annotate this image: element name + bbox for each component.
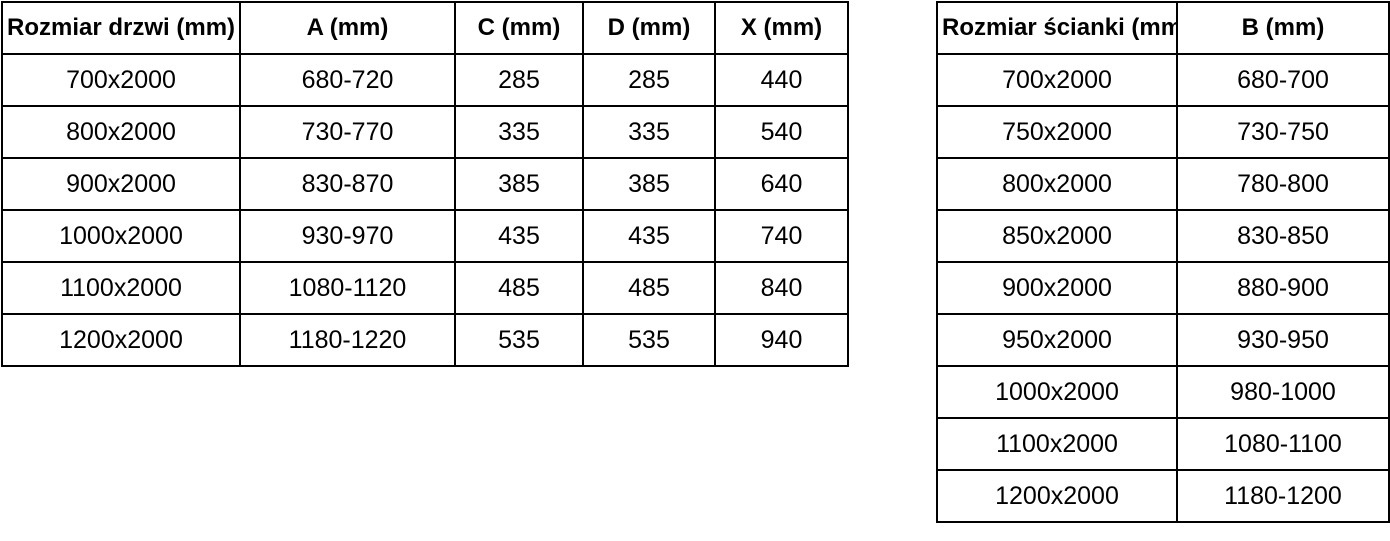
column-header: A (mm) <box>239 1 456 55</box>
column-header: Rozmiar drzwi (mm) <box>1 1 241 55</box>
table-cell: 1200x2000 <box>936 469 1178 523</box>
table-row: 1200x2000 1180-1200 <box>936 469 1390 523</box>
table-cell: 485 <box>582 261 716 315</box>
table-cell: 1100x2000 <box>1 261 241 315</box>
door-table-body: 700x2000 680-720 285 285 440 800x2000 730-770 3… <box>1 53 849 367</box>
table-cell: 800x2000 <box>936 157 1178 211</box>
table-cell: 930-950 <box>1176 313 1390 367</box>
header-row: Rozmiar drzwi (mm) A (mm) C (mm) D (mm) X (m… <box>1 1 849 55</box>
table-cell: 535 <box>582 313 716 367</box>
table-cell: 680-720 <box>239 53 456 107</box>
table-cell: 740 <box>714 209 849 263</box>
table-cell: 485 <box>454 261 584 315</box>
table-cell: 385 <box>454 157 584 211</box>
table-cell: 700x2000 <box>936 53 1178 107</box>
table-row: 950x2000 930-950 <box>936 313 1390 367</box>
table-cell: 1100x2000 <box>936 417 1178 471</box>
table-cell: 1180-1200 <box>1176 469 1390 523</box>
table-row: 1200x2000 1180-1220 535 535 940 <box>1 313 849 367</box>
table-cell: 850x2000 <box>936 209 1178 263</box>
table-cell: 335 <box>454 105 584 159</box>
table-cell: 285 <box>454 53 584 107</box>
table-cell: 900x2000 <box>936 261 1178 315</box>
table-cell: 730-770 <box>239 105 456 159</box>
table-cell: 830-870 <box>239 157 456 211</box>
table-row: 1100x2000 1080-1100 <box>936 417 1390 471</box>
column-header: X (mm) <box>714 1 849 55</box>
column-header: Rozmiar ścianki (mm) <box>936 1 1178 55</box>
table-row: 900x2000 880-900 <box>936 261 1390 315</box>
table-row: 750x2000 730-750 <box>936 105 1390 159</box>
table-cell: 1080-1120 <box>239 261 456 315</box>
table-cell: 1000x2000 <box>936 365 1178 419</box>
table-row: 1000x2000 930-970 435 435 740 <box>1 209 849 263</box>
table-cell: 880-900 <box>1176 261 1390 315</box>
table-row: 1000x2000 980-1000 <box>936 365 1390 419</box>
wall-panel-dimensions-table: Rozmiar ścianki (mm) B (mm) 700x2000 680-7… <box>936 1 1390 523</box>
table-cell: 1000x2000 <box>1 209 241 263</box>
table-cell: 385 <box>582 157 716 211</box>
table-cell: 750x2000 <box>936 105 1178 159</box>
table-row: 1100x2000 1080-1120 485 485 840 <box>1 261 849 315</box>
column-header: C (mm) <box>454 1 584 55</box>
table-cell: 435 <box>582 209 716 263</box>
table-cell: 780-800 <box>1176 157 1390 211</box>
table-cell: 840 <box>714 261 849 315</box>
column-header: B (mm) <box>1176 1 1390 55</box>
table-cell: 535 <box>454 313 584 367</box>
table-cell: 1080-1100 <box>1176 417 1390 471</box>
header-row: Rozmiar ścianki (mm) B (mm) <box>936 1 1390 55</box>
table-cell: 950x2000 <box>936 313 1178 367</box>
table-cell: 730-750 <box>1176 105 1390 159</box>
table-cell: 680-700 <box>1176 53 1390 107</box>
table-cell: 800x2000 <box>1 105 241 159</box>
table-row: 700x2000 680-720 285 285 440 <box>1 53 849 107</box>
table-cell: 1200x2000 <box>1 313 241 367</box>
column-header: D (mm) <box>582 1 716 55</box>
door-dimensions-table: Rozmiar drzwi (mm) A (mm) C (mm) D (mm) X (m… <box>1 1 849 367</box>
table-row: 850x2000 830-850 <box>936 209 1390 263</box>
table-cell: 540 <box>714 105 849 159</box>
table-row: 900x2000 830-870 385 385 640 <box>1 157 849 211</box>
table-cell: 335 <box>582 105 716 159</box>
table-cell: 930-970 <box>239 209 456 263</box>
table-cell: 900x2000 <box>1 157 241 211</box>
table-row: 800x2000 730-770 335 335 540 <box>1 105 849 159</box>
table-cell: 1180-1220 <box>239 313 456 367</box>
table-cell: 700x2000 <box>1 53 241 107</box>
table-row: 700x2000 680-700 <box>936 53 1390 107</box>
table-cell: 285 <box>582 53 716 107</box>
table-cell: 640 <box>714 157 849 211</box>
table-cell: 435 <box>454 209 584 263</box>
table-cell: 830-850 <box>1176 209 1390 263</box>
table-cell: 940 <box>714 313 849 367</box>
table-cell: 980-1000 <box>1176 365 1390 419</box>
table-cell: 440 <box>714 53 849 107</box>
table-row: 800x2000 780-800 <box>936 157 1390 211</box>
wall-table-body: 700x2000 680-700 750x2000 730-750 800x2000 78… <box>936 53 1390 523</box>
